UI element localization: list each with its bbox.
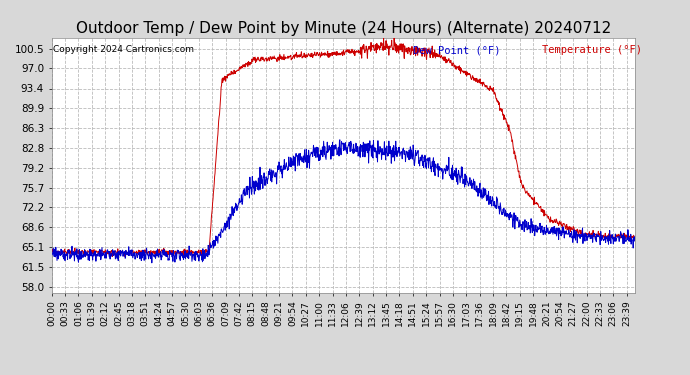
- Text: Dew Point (°F): Dew Point (°F): [413, 45, 501, 55]
- Title: Outdoor Temp / Dew Point by Minute (24 Hours) (Alternate) 20240712: Outdoor Temp / Dew Point by Minute (24 H…: [76, 21, 611, 36]
- Text: Temperature (°F): Temperature (°F): [542, 45, 642, 55]
- Text: Copyright 2024 Cartronics.com: Copyright 2024 Cartronics.com: [53, 45, 194, 54]
